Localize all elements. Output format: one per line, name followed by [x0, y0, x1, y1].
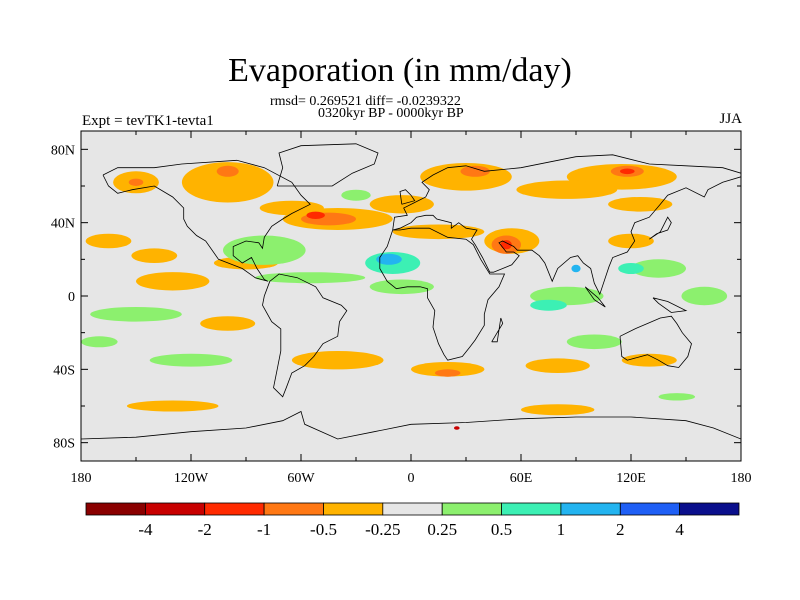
colorbar-label: -0.5	[310, 520, 337, 539]
anomaly-region	[530, 299, 567, 311]
x-tick-label: 60E	[510, 471, 533, 486]
coastline	[379, 227, 506, 361]
anomaly-region	[521, 404, 595, 416]
coastline	[652, 297, 688, 313]
period-label: 0320kyr BP - 0000kyr BP	[318, 106, 464, 121]
anomaly-region	[216, 165, 239, 177]
coastlines	[81, 143, 741, 440]
colorbar-swatch	[144, 502, 206, 516]
anomaly-region	[566, 334, 622, 350]
colorbar-swatch	[85, 502, 146, 516]
anomaly-region	[608, 197, 673, 212]
anomaly-region	[411, 362, 485, 377]
coastline	[102, 159, 311, 282]
chart-title: Evaporation (in mm/day)	[228, 52, 572, 89]
colorbar-label: -0.25	[365, 520, 400, 539]
anomaly-region	[181, 162, 274, 203]
colorbar-swatch	[204, 502, 265, 516]
anomaly-region	[81, 336, 118, 348]
colorbar-swatch	[382, 502, 443, 516]
coastline	[262, 273, 348, 398]
anomaly-region	[454, 426, 460, 430]
anomaly-region	[434, 369, 461, 377]
coastline	[619, 315, 692, 368]
coastline	[81, 410, 741, 440]
anomaly-region	[631, 259, 686, 278]
colorbar-label: 0.25	[427, 520, 457, 539]
colorbar-swatch	[323, 502, 384, 516]
colorbar-label: 0.5	[491, 520, 512, 539]
x-tick-label: 180	[731, 471, 752, 486]
anomaly-region	[306, 211, 325, 219]
colorbar-swatch	[619, 502, 681, 516]
y-tick-label: 40N	[51, 217, 75, 232]
anomaly-region	[376, 253, 402, 265]
anomaly-region	[571, 264, 581, 273]
colorbar-label: 2	[616, 520, 625, 539]
colorbar-swatch	[441, 502, 503, 516]
anomaly-region	[136, 272, 210, 291]
colorbar-label: 4	[675, 520, 684, 539]
colorbar-label: 1	[557, 520, 566, 539]
anomaly-region	[500, 240, 512, 250]
colorbar-swatch	[560, 502, 621, 516]
x-tick-label: 120W	[174, 471, 209, 486]
anomaly-region	[131, 248, 178, 263]
anomaly-region	[291, 351, 384, 370]
anomaly-region	[658, 393, 696, 401]
anomaly-region	[620, 168, 635, 175]
x-tick-label: 0	[408, 471, 415, 486]
anomaly-region	[85, 233, 132, 249]
anomaly-region	[126, 400, 219, 412]
coastline	[392, 154, 741, 231]
anomaly-region	[149, 353, 233, 367]
y-tick-label: 80S	[53, 437, 75, 452]
anomaly-region	[90, 307, 182, 322]
rmsd-diff-label: rmsd= 0.269521 diff= -0.0239322	[270, 94, 461, 109]
anomaly-region	[255, 272, 366, 284]
anomaly-region	[128, 178, 144, 186]
anomaly-region	[608, 233, 654, 249]
y-tick-label: 0	[68, 290, 75, 305]
y-tick-label: 40S	[53, 363, 75, 378]
anomaly-region	[200, 316, 256, 331]
coastline	[584, 286, 606, 308]
x-tick-label: 60W	[287, 471, 315, 486]
colorbar-swatch	[501, 502, 562, 516]
anomaly-region	[516, 180, 618, 199]
anomaly-region	[460, 165, 490, 177]
colorbar-label: -2	[198, 520, 212, 539]
experiment-label: Expt = tevTK1-tevta1	[82, 113, 214, 129]
y-tick-label: 80N	[51, 143, 75, 158]
anomaly-region	[259, 200, 324, 216]
coastline	[276, 143, 379, 187]
colorbar-label: -1	[257, 520, 271, 539]
anomaly-region	[341, 189, 371, 201]
anomaly-region	[618, 263, 644, 274]
anomaly-region	[681, 286, 728, 306]
anomaly-region	[621, 353, 677, 367]
colorbar-swatch	[679, 502, 740, 516]
coastline	[491, 317, 504, 343]
coastline	[649, 216, 672, 240]
x-tick-label: 180	[71, 471, 92, 486]
anomaly-region	[392, 224, 485, 240]
coastline	[399, 189, 416, 205]
anomaly-region	[369, 279, 434, 295]
anomaly-region	[525, 358, 590, 374]
colorbar-label: -4	[138, 520, 153, 539]
anomaly-fields	[81, 162, 728, 430]
x-tick-label: 120E	[616, 471, 646, 486]
season-label: JJA	[719, 111, 742, 127]
coastline	[392, 176, 741, 296]
colorbar-swatch	[263, 502, 324, 516]
anomaly-region	[222, 235, 306, 265]
